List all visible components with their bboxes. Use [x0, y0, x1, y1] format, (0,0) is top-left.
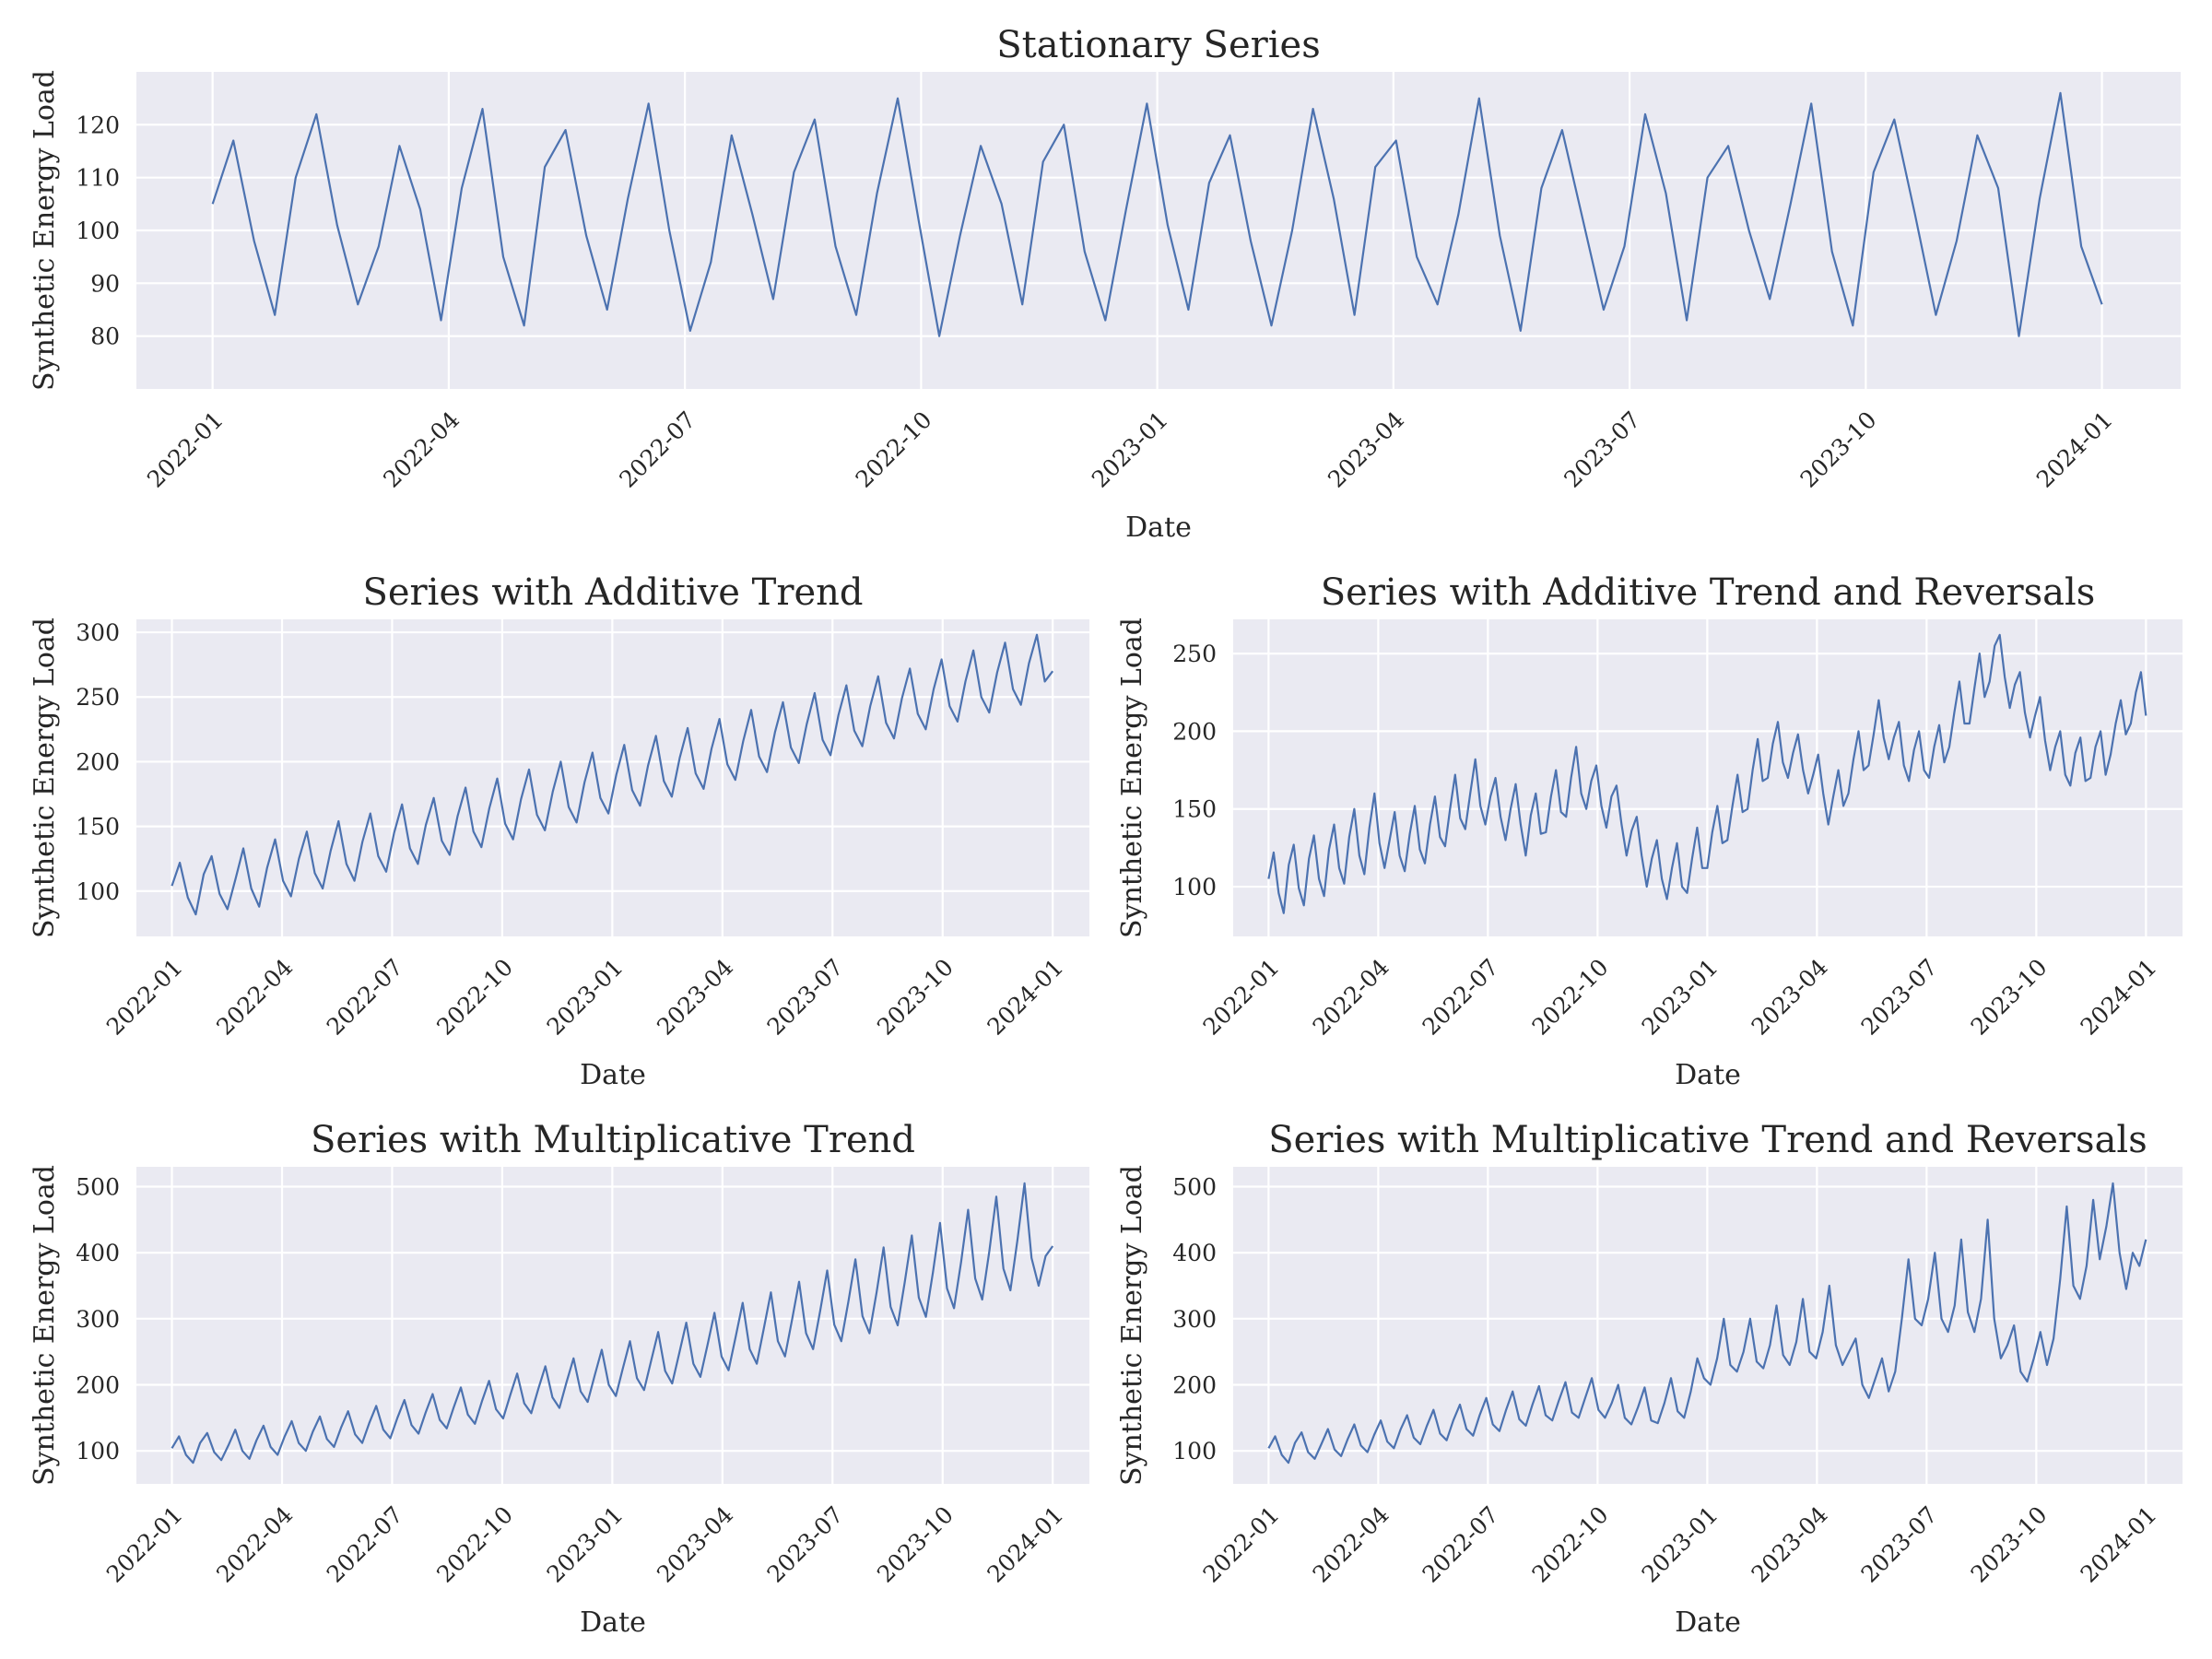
y-axis-label: Synthetic Energy Load: [29, 70, 61, 391]
x-tick-label: 2022-07: [1418, 1501, 1504, 1588]
series-line: [171, 1182, 1054, 1465]
y-tick-label: 300: [1172, 1306, 1217, 1333]
y-axis-label: Synthetic Energy Load: [29, 618, 61, 938]
y-tick-label: 250: [1172, 641, 1217, 667]
x-tick-label: 2022-07: [1418, 954, 1504, 1041]
series-line: [1267, 1182, 2147, 1465]
x-axis-label: Date: [580, 1606, 646, 1639]
panel-multiplicative-trend-reversals: 2022-01 2022-04 2022-07 2022-10 2023-01 2023-…: [1116, 1119, 2183, 1639]
series-line: [211, 91, 2103, 337]
x-tick-label: 2022-01: [101, 1501, 188, 1588]
y-tick-label: 400: [76, 1240, 120, 1266]
x-tick-label: 2024-01: [982, 1501, 1068, 1588]
y-tick-label: 100: [1172, 874, 1217, 900]
y-tick-label: 400: [1172, 1240, 1217, 1266]
x-tick-label: 2022-10: [1527, 954, 1614, 1041]
x-tick-label: 2023-07: [762, 1501, 849, 1588]
y-axis-label: Synthetic Energy Load: [1116, 618, 1148, 938]
x-tick-label: 2023-07: [1856, 954, 1943, 1041]
x-tick-label: 2022-01: [142, 406, 229, 493]
x-tick-label: 2023-04: [652, 1501, 738, 1588]
x-tick-label: 2022-07: [614, 406, 700, 493]
y-tick-label: 110: [76, 165, 120, 192]
x-tick-label: 2023-04: [1747, 1501, 1833, 1588]
x-tick-label: 2023-04: [652, 954, 738, 1041]
y-tick-label: 100: [76, 878, 120, 905]
x-tick-label: 2022-07: [322, 954, 408, 1041]
panel-additive-trend: 2022-01 2022-04 2022-07 2022-10 2023-01 2023-…: [29, 571, 1089, 1091]
chart-title: Stationary Series: [996, 24, 1321, 66]
x-tick-label: 2023-10: [872, 954, 959, 1041]
y-tick-label: 80: [90, 324, 120, 350]
chart-title: Series with Additive Trend: [362, 571, 863, 614]
x-tick-label: 2023-01: [1087, 406, 1173, 493]
x-tick-label: 2023-04: [1747, 954, 1833, 1041]
x-axis-label: Date: [1675, 1606, 1741, 1639]
x-tick-label: 2023-07: [762, 954, 849, 1041]
x-tick-label: 2023-04: [1323, 406, 1409, 493]
y-tick-label: 90: [90, 270, 120, 297]
x-tick-label: 2022-01: [1198, 954, 1285, 1041]
x-tick-label: 2024-01: [2031, 406, 2118, 493]
x-tick-label: 2023-07: [1856, 1501, 1943, 1588]
y-tick-label: 150: [1172, 796, 1217, 823]
y-tick-label: 200: [76, 1372, 120, 1399]
x-tick-label: 2022-10: [851, 406, 937, 493]
x-tick-label: 2023-10: [1966, 954, 2053, 1041]
y-tick-label: 500: [76, 1174, 120, 1201]
y-axis-label: Synthetic Energy Load: [1116, 1165, 1148, 1486]
y-tick-label: 150: [76, 814, 120, 841]
x-tick-label: 2024-01: [982, 954, 1068, 1041]
y-tick-label: 200: [1172, 1372, 1217, 1399]
y-tick-label: 250: [76, 684, 120, 711]
x-tick-label: 2023-01: [542, 954, 629, 1041]
series-line: [1267, 633, 2147, 914]
x-tick-label: 2022-01: [1198, 1501, 1285, 1588]
x-tick-label: 2024-01: [2076, 1501, 2162, 1588]
panel-additive-trend-reversals: 2022-01 2022-04 2022-07 2022-10 2023-01 2023-…: [1116, 571, 2183, 1091]
x-axis-label: Date: [1125, 512, 1192, 544]
x-tick-label: 2022-07: [322, 1501, 408, 1588]
x-tick-label: 2022-04: [1308, 954, 1394, 1041]
y-tick-label: 100: [76, 1438, 120, 1465]
y-tick-label: 200: [76, 748, 120, 775]
series-line: [171, 633, 1054, 916]
x-tick-label: 2022-04: [211, 1501, 298, 1588]
chart-title: Series with Additive Trend and Reversals: [1321, 571, 2096, 614]
y-axis-label: Synthetic Energy Load: [29, 1165, 61, 1486]
x-axis-label: Date: [1675, 1059, 1741, 1091]
y-tick-label: 300: [76, 1306, 120, 1333]
x-tick-label: 2023-01: [542, 1501, 629, 1588]
x-tick-label: 2023-07: [1559, 406, 1645, 493]
x-axis-label: Date: [580, 1059, 646, 1091]
x-tick-label: 2023-10: [1966, 1501, 2053, 1588]
y-tick-label: 100: [1172, 1438, 1217, 1465]
y-tick-label: 100: [76, 218, 120, 244]
x-tick-label: 2023-01: [1637, 1501, 1724, 1588]
x-tick-label: 2022-04: [1308, 1501, 1394, 1588]
x-tick-label: 2022-04: [211, 954, 298, 1041]
x-tick-label: 2022-10: [431, 1501, 518, 1588]
y-tick-label: 120: [76, 112, 120, 138]
x-tick-label: 2024-01: [2076, 954, 2162, 1041]
x-tick-label: 2022-10: [431, 954, 518, 1041]
panel-multiplicative-trend: 2022-01 2022-04 2022-07 2022-10 2023-01 2023-…: [29, 1119, 1089, 1639]
x-tick-label: 2023-10: [1795, 406, 1882, 493]
x-tick-label: 2022-01: [101, 954, 188, 1041]
chart-title: Series with Multiplicative Trend: [311, 1119, 915, 1161]
x-tick-label: 2023-01: [1637, 954, 1724, 1041]
chart-title: Series with Multiplicative Trend and Rev…: [1268, 1119, 2147, 1161]
y-tick-label: 200: [1172, 718, 1217, 745]
y-tick-label: 300: [76, 619, 120, 646]
y-tick-label: 500: [1172, 1174, 1217, 1201]
x-tick-label: 2022-10: [1527, 1501, 1614, 1588]
x-tick-label: 2023-10: [872, 1501, 959, 1588]
x-tick-label: 2022-04: [378, 406, 465, 493]
panel-stationary-series: 2022-01 2022-04 2022-07 2022-10 2023-01 2023-…: [29, 24, 2181, 544]
